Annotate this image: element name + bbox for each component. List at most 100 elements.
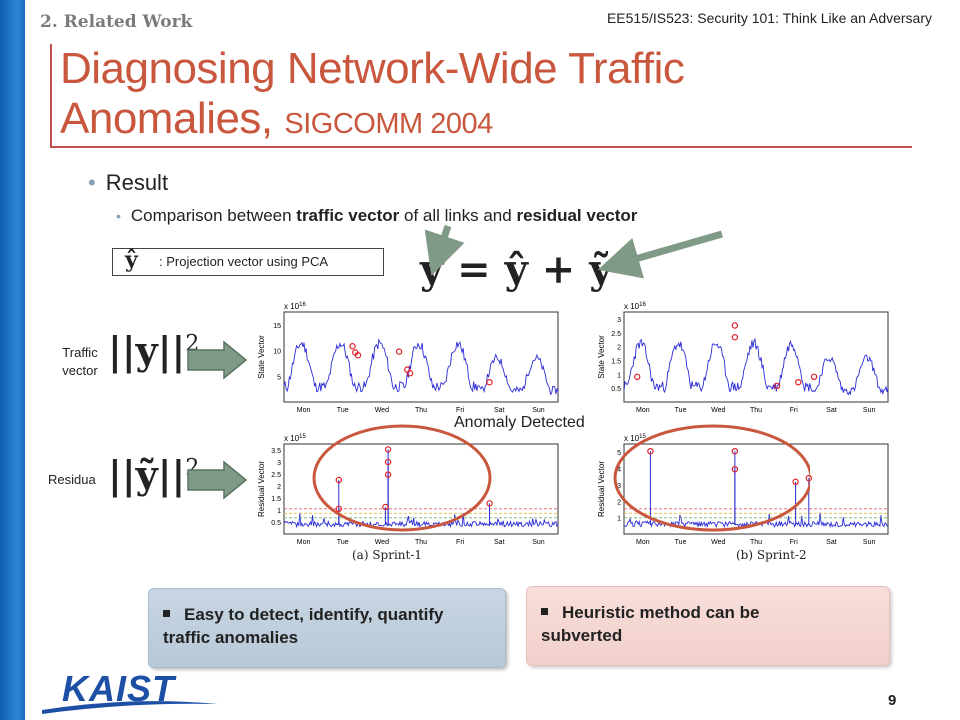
plot-xtick: Mon [297, 539, 311, 546]
advantage-text: Easy to detect, identify, quantify traff… [163, 603, 483, 649]
bullet-comparison-text: Comparison between [130, 206, 297, 225]
bullet-dot: • [88, 170, 96, 195]
projection-symbol: ŷ [125, 247, 138, 273]
plot-xtick: Sat [494, 407, 505, 414]
caption-sprint1: (a) Sprint-1 [352, 548, 423, 562]
title-venue: SIGCOMM 2004 [284, 108, 493, 140]
anomaly-marker [335, 476, 343, 484]
plot-xtick: Sun [532, 407, 545, 414]
anomaly-marker [349, 343, 356, 350]
plot-xtick: Sun [863, 539, 876, 546]
plot-ytick: 2 [277, 484, 281, 491]
plot-ytick: 15 [273, 323, 281, 330]
plot-ytick: 5 [277, 374, 281, 381]
anomaly-marker [486, 378, 493, 386]
plot-exponent: x 1016 [284, 302, 306, 311]
plot-xtick: Thu [750, 407, 762, 414]
plot-ytick: 3 [617, 483, 621, 490]
residual-norm: ||ỹ||2 [108, 452, 199, 497]
anomaly-marker [731, 448, 739, 455]
anomaly-marker [395, 348, 403, 355]
limitation-text-content: Heuristic method can be subverted [541, 603, 760, 645]
square-bullet-icon [541, 608, 548, 616]
plot-series-line [623, 338, 889, 396]
plot-xtick: Fri [456, 539, 465, 546]
residual-norm-text: ||ỹ|| [108, 452, 186, 497]
plot-ytick: 1.5 [271, 496, 281, 503]
anomaly-ellipses [312, 424, 810, 532]
plot-xtick: Wed [711, 407, 725, 414]
square-bullet-icon [163, 610, 170, 618]
plot-xtick: Tue [337, 539, 349, 546]
anomaly-marker [335, 505, 343, 513]
anomaly-marker [486, 500, 493, 507]
plot-xtick: Mon [636, 407, 650, 414]
plot-ytick: 2 [617, 345, 621, 352]
arrow-to-ytilde [597, 230, 723, 279]
plot-xtick: Fri [790, 539, 799, 546]
anomaly-marker [805, 475, 812, 482]
traffic-norm-text: ||y|| [108, 328, 186, 373]
plot-xtick: Wed [711, 539, 725, 546]
plot-ytick: 0.5 [611, 386, 621, 393]
plot-xtick: Sat [826, 407, 837, 414]
anomaly-marker [810, 373, 818, 381]
plot-frame [283, 311, 559, 403]
title-frame [50, 44, 912, 148]
plot-ylabel: State Vector [257, 335, 266, 379]
page-number: 9 [888, 692, 897, 709]
left-accent-bar [0, 0, 25, 720]
anomaly-marker [731, 334, 739, 341]
plot-ytick: 3 [617, 317, 621, 324]
bullet-comparison: • Comparison between traffic vector of al… [116, 206, 637, 226]
plot-residual-vector-sprint2: x 1015 Residual Vector 1 2 3 4 5 Mon Tue Wed Thu Fr… [597, 434, 889, 546]
plot-xtick: Tue [337, 407, 349, 414]
plot-frame [623, 443, 889, 535]
anomaly-marker [384, 446, 392, 453]
residual-label: Residua [48, 472, 96, 487]
plot-ytick: 1.5 [611, 358, 621, 365]
plot-xtick: Wed [375, 407, 389, 414]
plot-xtick: Mon [297, 407, 311, 414]
plot-xtick: Sun [532, 539, 545, 546]
plot-frame [623, 311, 889, 403]
anomaly-marker [731, 322, 739, 329]
limitation-text: Heuristic method can be subverted [541, 601, 821, 647]
anomaly-marker [406, 369, 414, 377]
plot-xtick: Fri [790, 407, 799, 414]
plot-exponent: x 1015 [624, 434, 646, 443]
slide-title: Diagnosing Network-Wide Traffic Anomalie… [60, 44, 900, 149]
plot-ytick: 1 [617, 516, 621, 523]
plot-xtick: Sat [494, 539, 505, 546]
plot-ytick: 0.5 [271, 520, 281, 527]
plot-state-vector-sprint1: x 1016 State Vector 5 10 15 Mon Tue Wed Thu Fri Sa… [257, 302, 559, 414]
advantage-panel: Easy to detect, identify, quantify traff… [148, 588, 506, 668]
anomaly-ellipse-sprint2 [613, 424, 810, 532]
bullet-dot: • [116, 208, 121, 224]
plot-xtick: Thu [415, 539, 427, 546]
section-label: 2. Related Work [40, 12, 193, 32]
limitation-panel: Heuristic method can be subverted [526, 586, 890, 666]
plot-xtick: Sat [826, 539, 837, 546]
plot-ytick: 3.5 [271, 448, 281, 455]
plot-ylabel: Residual Vector [257, 461, 266, 517]
kaist-logo-swoosh [42, 701, 218, 714]
plot-ytick: 2.5 [271, 472, 281, 479]
plot-exponent: x 1015 [284, 434, 306, 443]
plot-ytick: 1 [617, 372, 621, 379]
plot-ylabel: Residual Vector [597, 461, 606, 517]
plot-ytick: 3 [277, 460, 281, 467]
anomaly-marker [795, 378, 802, 386]
plot-series-line [283, 338, 559, 396]
anomaly-marker [773, 382, 781, 390]
bullet-result-text: Result [105, 170, 169, 195]
traffic-block-arrow [187, 340, 248, 380]
equation-arrows [424, 224, 723, 279]
plot-state-vector-sprint2: x 1016 State Vector 0.5 1 1.5 2 2.5 3 Mon Tue Wed T… [597, 302, 889, 414]
anomaly-ellipse-sprint1 [312, 424, 492, 532]
plot-xtick: Wed [375, 539, 389, 546]
plot-xtick: Tue [675, 407, 687, 414]
plot-series-line [283, 512, 559, 529]
plot-residual-vector-sprint1: x 1015 Residual Vector 0.5 1 1.5 2 2.5 3 3.5 Mon T… [257, 434, 559, 546]
plot-ylabel: State Vector [597, 335, 606, 379]
